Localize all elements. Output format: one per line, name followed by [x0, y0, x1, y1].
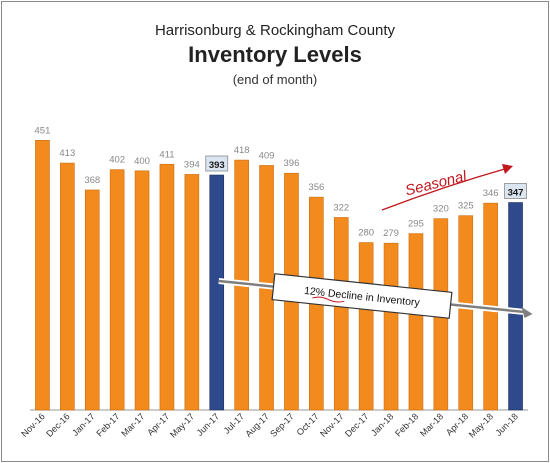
value-label-box	[205, 155, 229, 172]
value-label: 356	[308, 182, 324, 193]
chart-supertitle: Harrisonburg & Rockingham County	[154, 22, 396, 39]
value-label: 322	[333, 202, 349, 213]
value-label: 320	[433, 204, 449, 215]
value-label: 400	[134, 156, 150, 167]
bar-may-17	[184, 174, 200, 411]
value-label: 280	[358, 228, 374, 239]
bar-jan-17	[84, 189, 100, 411]
bar-dec-17	[358, 242, 374, 411]
bar-apr-17	[159, 163, 175, 411]
bar-apr-18	[458, 215, 474, 411]
value-label: 413	[59, 148, 75, 159]
bar-nov-16	[35, 140, 50, 411]
value-label: 396	[284, 158, 300, 169]
x-tick-label: Dec-17	[343, 411, 371, 439]
x-tick-label: Jan-17	[70, 411, 97, 438]
x-tick-label: Jun-18	[493, 411, 520, 438]
value-label: 411	[159, 149, 174, 160]
bar-dec-16	[60, 162, 75, 411]
x-tick-label: Sep-17	[268, 411, 296, 439]
value-label: 393	[209, 160, 225, 171]
x-tick-label: May-18	[467, 411, 495, 439]
trend-arrowhead	[521, 307, 533, 318]
x-tick-label: Feb-18	[393, 411, 420, 438]
bar-feb-18	[408, 233, 424, 411]
x-tick-label: Oct-17	[295, 411, 321, 437]
chart-subtitle: (end of month)	[232, 72, 318, 87]
x-tick-label: Apr-18	[444, 411, 470, 437]
x-tick-label: Jan-18	[369, 411, 396, 438]
bar-nov-17	[333, 217, 349, 411]
value-label: 418	[234, 145, 250, 156]
x-tick-label: Jun-17	[195, 411, 222, 438]
x-tick-label: Aug-17	[243, 411, 271, 439]
value-label: 394	[184, 159, 200, 170]
x-tick-label: Mar-17	[119, 411, 146, 438]
bar-mar-17	[134, 170, 150, 411]
x-tick-label: Apr-17	[145, 411, 171, 437]
bar-jan-18	[383, 242, 399, 411]
bar-jun-18	[508, 202, 523, 411]
trend-label-group: 12% Decline in Inventory	[271, 273, 453, 319]
value-label: 402	[109, 155, 125, 166]
seasonal-label: Seasonal	[404, 168, 469, 200]
annotations-layer: 12% Decline in Inventory Seasonal	[218, 164, 533, 319]
bars-layer: 451 Nov-16 413 Dec-16 368 Jan-17 402 Feb-17 400 M…	[19, 125, 528, 440]
x-tick-label: Dec-16	[44, 411, 72, 439]
chart-title: Inventory Levels	[188, 42, 362, 67]
x-tick-label: May-17	[168, 411, 196, 439]
seasonal-arrow-line	[381, 167, 509, 211]
value-label: 325	[458, 201, 474, 212]
seasonal-arrowhead	[502, 164, 513, 174]
value-label: 346	[483, 188, 499, 199]
x-tick-label: Nov-16	[19, 411, 47, 439]
value-label-box	[504, 183, 527, 199]
value-label: 295	[408, 219, 424, 230]
trend-label-box	[271, 273, 453, 319]
value-label: 451	[35, 125, 51, 136]
trend-label-underline	[312, 296, 345, 303]
x-tick-label: Nov-17	[318, 411, 346, 439]
value-label: 409	[259, 150, 275, 161]
x-tick-label: Feb-17	[94, 411, 121, 438]
x-tick-label: Mar-18	[418, 411, 445, 438]
bar-feb-17	[109, 169, 125, 411]
value-label: 368	[84, 175, 100, 186]
value-label: 279	[383, 228, 399, 239]
value-label: 347	[508, 188, 524, 199]
bar-jun-17	[209, 174, 225, 411]
